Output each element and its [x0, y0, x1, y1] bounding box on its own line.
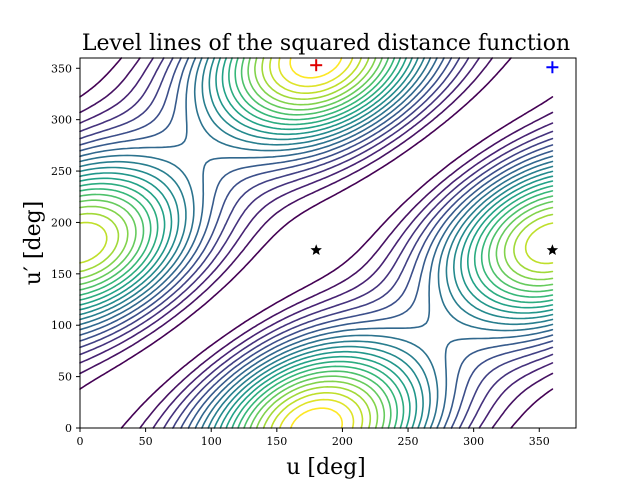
- contour-level-line: [79, 57, 554, 429]
- x-tick-label: 100: [201, 435, 222, 448]
- plus-marker: [546, 61, 559, 74]
- x-tick-label: 250: [398, 435, 419, 448]
- contour-level-line: [79, 57, 554, 429]
- x-tick-label: 0: [77, 435, 84, 448]
- contour-level-line: [79, 57, 554, 429]
- plus-marker: [310, 59, 323, 72]
- y-tick-label: 150: [51, 268, 72, 281]
- contour-level-line: [79, 57, 554, 429]
- star-marker: [310, 244, 322, 255]
- contour-level-line: [79, 57, 554, 429]
- contour-level-line: [79, 57, 554, 429]
- x-tick-label: 350: [529, 435, 550, 448]
- contour-level-line: [79, 57, 554, 429]
- contour-level-line: [79, 57, 554, 429]
- x-axis-ticks: 0 50 100 150 200 250 300 350: [77, 428, 550, 448]
- y-tick-label: 200: [51, 216, 72, 229]
- y-tick-label: 50: [58, 371, 72, 384]
- x-tick-label: 150: [266, 435, 287, 448]
- x-tick-label: 300: [463, 435, 484, 448]
- x-tick-label: 200: [332, 435, 353, 448]
- contour-lines: [79, 57, 554, 429]
- contour-level-line: [79, 57, 554, 429]
- contour-level-line: [79, 57, 554, 429]
- contour-level-line: [79, 57, 554, 429]
- contour-level-line: [79, 57, 554, 429]
- critical-point-markers: [310, 59, 559, 255]
- plot-frame: [79, 57, 577, 429]
- contour-level-line: [79, 57, 554, 429]
- x-tick-label: 50: [139, 435, 153, 448]
- contour-level-line: [278, 57, 355, 429]
- y-axis-label: u′ [deg]: [21, 201, 46, 286]
- x-axis-label: u [deg]: [286, 455, 366, 480]
- contour-level-line: [79, 57, 554, 429]
- y-tick-label: 0: [65, 422, 72, 435]
- chart-title: Level lines of the squared distance func…: [82, 31, 570, 56]
- star-marker: [546, 244, 559, 255]
- contour-level-line: [289, 57, 343, 429]
- y-tick-label: 350: [51, 62, 72, 75]
- contour-level-line: [79, 57, 554, 429]
- y-axis-ticks: 0 50 100 150 200 250 300 350: [51, 62, 80, 435]
- y-tick-label: 100: [51, 319, 72, 332]
- contour-level-line: [79, 57, 554, 429]
- contour-level-line: [79, 57, 554, 429]
- contour-level-line: [79, 57, 554, 429]
- y-tick-label: 250: [51, 165, 72, 178]
- y-tick-label: 300: [51, 114, 72, 127]
- contour-level-line: [79, 57, 554, 429]
